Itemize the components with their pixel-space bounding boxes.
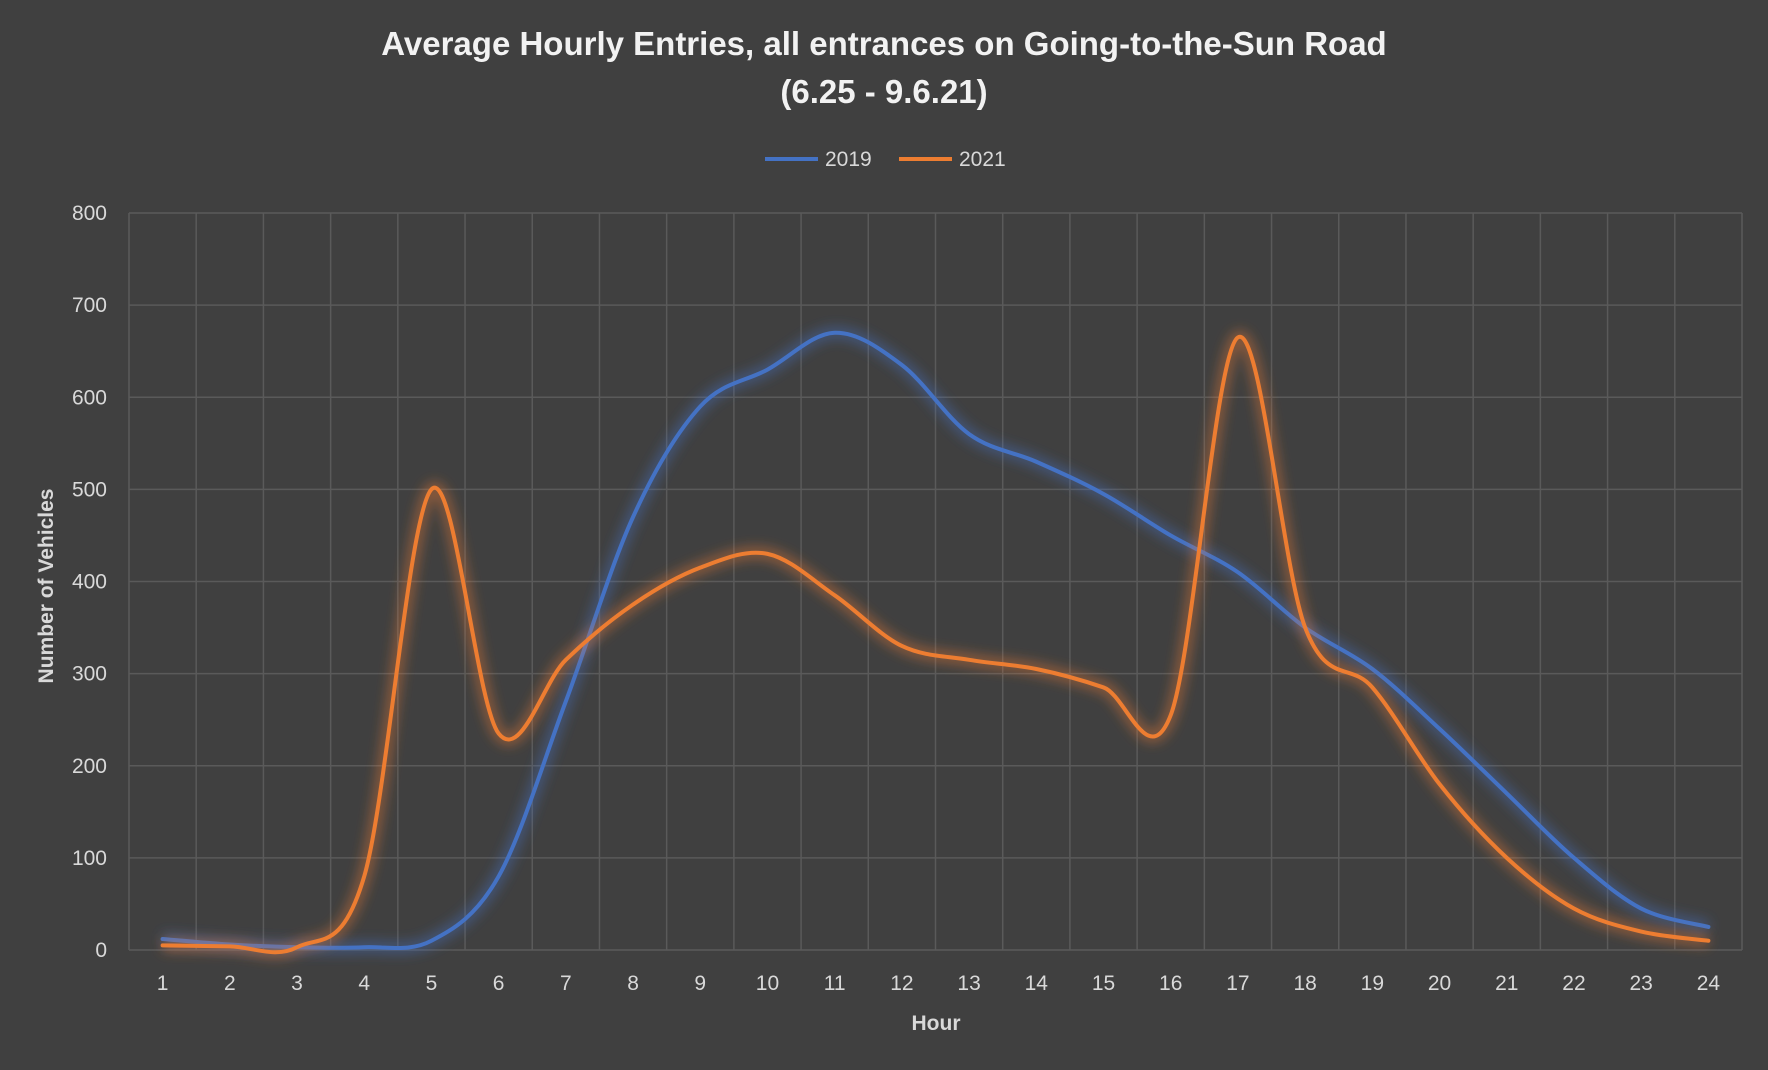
x-tick-label: 14 bbox=[1025, 972, 1049, 995]
x-tick-label: 11 bbox=[824, 972, 846, 995]
x-tick-label: 20 bbox=[1428, 972, 1451, 995]
series-line-2019 bbox=[160, 330, 1711, 950]
x-tick-label: 3 bbox=[291, 972, 303, 995]
x-tick-label: 18 bbox=[1293, 972, 1316, 995]
x-tick-label: 6 bbox=[493, 972, 505, 995]
x-tick-label: 19 bbox=[1361, 972, 1384, 995]
y-tick-label: 200 bbox=[72, 755, 107, 778]
x-tick-label: 12 bbox=[890, 972, 913, 995]
x-tick-label: 16 bbox=[1159, 972, 1182, 995]
x-tick-label: 21 bbox=[1495, 972, 1518, 995]
chart-subtitle: (6.25 - 9.6.21) bbox=[780, 73, 987, 110]
x-tick-label: 1 bbox=[157, 972, 169, 995]
x-tick-label: 2 bbox=[224, 972, 236, 995]
y-tick-label: 300 bbox=[72, 663, 107, 686]
x-tick-label: 5 bbox=[426, 972, 438, 995]
x-tick-label: 8 bbox=[627, 972, 639, 995]
x-tick-label: 13 bbox=[957, 972, 980, 995]
y-tick-label: 500 bbox=[72, 478, 107, 501]
x-tick-label: 15 bbox=[1092, 972, 1115, 995]
x-tick-label: 17 bbox=[1226, 972, 1249, 995]
x-axis-ticks: 1 2 3 4 5 6 7 8 9 10 11 12 13 14 15 16 17 18 19 20 21 22 23 24 bbox=[157, 972, 1721, 995]
y-tick-label: 600 bbox=[72, 386, 107, 409]
x-axis-label: Hour bbox=[912, 1012, 961, 1035]
x-tick-label: 24 bbox=[1697, 972, 1721, 995]
y-tick-label: 400 bbox=[72, 571, 107, 594]
y-axis-ticks: 0 100 200 300 400 500 600 700 800 bbox=[72, 202, 107, 962]
x-tick-label: 10 bbox=[756, 972, 779, 995]
x-tick-label: 22 bbox=[1562, 972, 1585, 995]
x-tick-label: 9 bbox=[694, 972, 706, 995]
legend: 2019 2021 bbox=[765, 148, 1006, 171]
y-tick-label: 100 bbox=[72, 847, 107, 870]
y-axis-label: Number of Vehicles bbox=[35, 489, 58, 684]
y-tick-label: 800 bbox=[72, 202, 107, 225]
x-tick-label: 23 bbox=[1630, 972, 1653, 995]
x-tick-label: 7 bbox=[560, 972, 572, 995]
y-tick-label: 0 bbox=[95, 939, 107, 962]
legend-label-2019: 2019 bbox=[825, 148, 872, 171]
series-lines bbox=[160, 326, 1711, 959]
y-tick-label: 700 bbox=[72, 294, 107, 317]
x-tick-label: 4 bbox=[358, 972, 370, 995]
legend-label-2021: 2021 bbox=[959, 148, 1006, 171]
series-line-2021 bbox=[160, 335, 1711, 955]
chart-title: Average Hourly Entries, all entrances on… bbox=[381, 25, 1386, 62]
